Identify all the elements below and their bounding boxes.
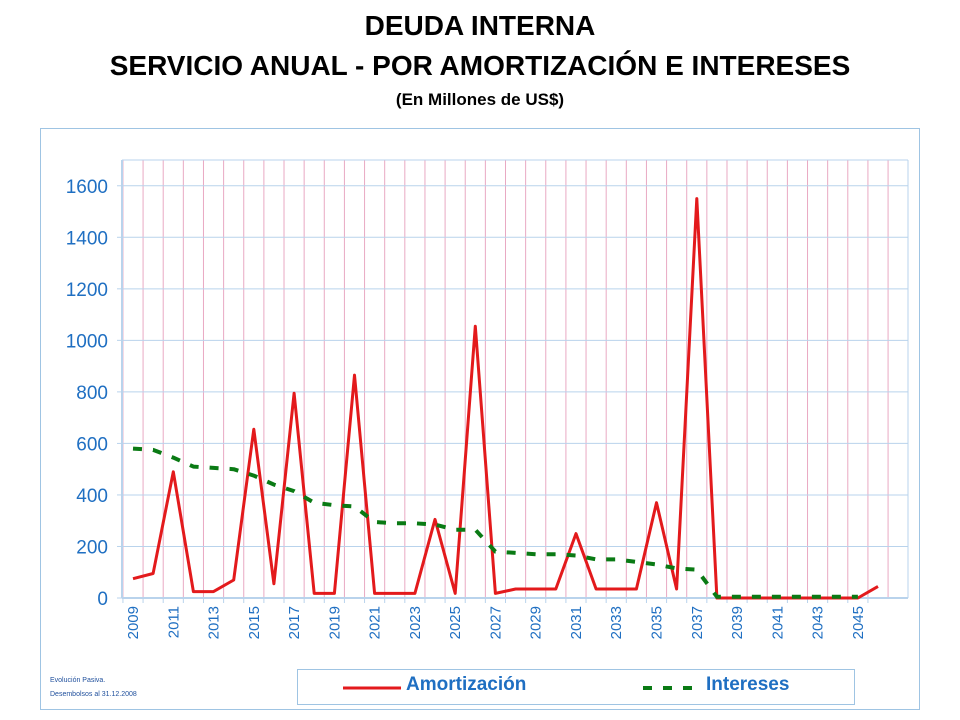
x-tick-label: 2011 [165, 606, 182, 638]
x-tick-label: 2025 [447, 606, 464, 639]
chart-subtitle: (En Millones de US$) [395, 90, 565, 109]
y-tick-label: 1600 [66, 177, 108, 198]
chart-title-line1: DEUDA INTERNA [364, 10, 596, 41]
x-tick-label: 2039 [729, 606, 746, 639]
legend: Amortización Intereses [297, 669, 855, 705]
x-tick-label: 2037 [689, 606, 706, 639]
y-tick-label: 1200 [66, 280, 108, 301]
x-tick-label: 2029 [528, 606, 545, 639]
legend-label-intereses: Intereses [706, 674, 790, 695]
y-tick-label: 200 [76, 537, 108, 558]
legend-swatches [343, 686, 701, 690]
x-tick-label: 2013 [206, 606, 223, 639]
x-tick-label: 2023 [407, 606, 424, 639]
footnote-line1: Evolución Pasiva. [50, 677, 106, 684]
x-tick-label: 2009 [125, 606, 142, 639]
x-tick-label: 2027 [487, 606, 504, 639]
chart-frame [40, 128, 920, 710]
x-tick-label: 2045 [850, 606, 867, 639]
y-tick-label: 0 [97, 589, 108, 610]
y-tick-label: 600 [76, 434, 108, 455]
x-tick-label: 2033 [608, 606, 625, 639]
x-tick-label: 2041 [769, 606, 786, 639]
x-tick-label: 2017 [286, 606, 303, 639]
series-line-intereses [132, 446, 858, 599]
y-tick-label: 800 [76, 383, 108, 404]
y-tick-label: 400 [76, 486, 108, 507]
legend-label-amortizacion: Amortización [406, 674, 527, 695]
x-tick-label: 2021 [367, 606, 384, 639]
x-tick-label: 2015 [246, 606, 263, 639]
y-tick-label: 1000 [66, 331, 108, 352]
chart-title-line2: SERVICIO ANUAL - POR AMORTIZACIÓN E INTE… [109, 50, 851, 81]
y-tick-label: 1400 [66, 228, 108, 249]
x-tick-label: 2043 [810, 606, 827, 639]
footnote-line2: Desembolsos al 31.12.2008 [50, 691, 137, 698]
x-tick-label: 2035 [649, 606, 666, 639]
x-tick-label: 2019 [326, 606, 343, 639]
x-tick-label: 2031 [568, 606, 585, 639]
